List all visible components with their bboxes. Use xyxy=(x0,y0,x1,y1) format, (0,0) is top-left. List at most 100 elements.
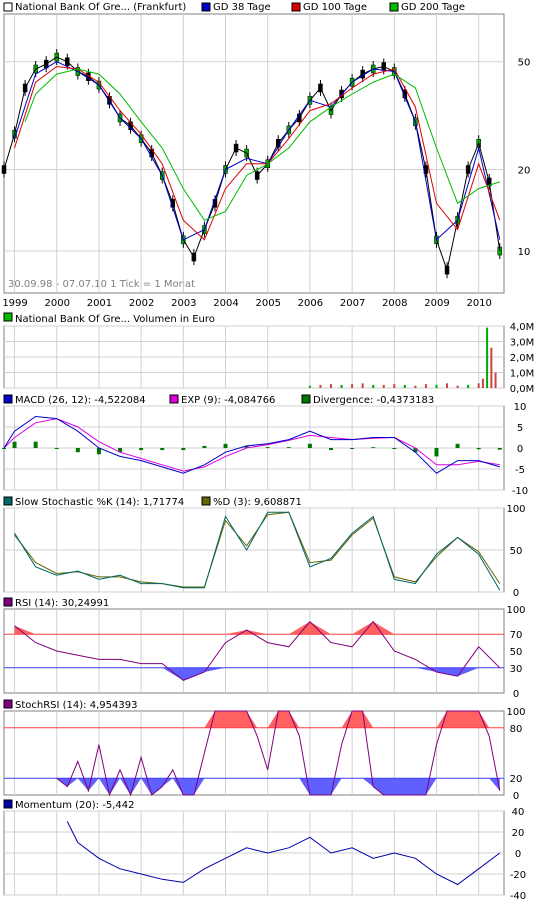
x-axis-label: 2002 xyxy=(129,298,154,309)
divergence-bar xyxy=(54,448,59,449)
info-text: 30.09.98 - 07.07.10 1 Tick = 1 Monat xyxy=(8,279,195,290)
volume-bar xyxy=(490,347,493,388)
rsi-plot: 100 70 50 30 0 xyxy=(4,605,526,700)
slow-k-legend-label: Slow Stochastic %K (14): 1,71774 xyxy=(15,497,184,508)
stochrsi-overbought-fill xyxy=(56,711,500,728)
momentum-plot: 40 20 0 -20 -40 xyxy=(4,807,526,900)
volume-bar xyxy=(308,385,311,388)
rsi-panel xyxy=(3,608,505,694)
volume-ytick-label: 2,0M xyxy=(510,353,535,364)
divergence-bar xyxy=(350,448,355,449)
exp-legend-label: EXP (9): -4,084766 xyxy=(181,395,275,406)
momentum-ytick-label: -40 xyxy=(510,891,526,900)
x-axis-label: 2000 xyxy=(45,298,70,309)
macd-ytick-label: 10 xyxy=(514,402,527,413)
rsi-ytick-label: 70 xyxy=(510,630,523,641)
volume-bar xyxy=(372,384,375,388)
stochrsi-plot: 100 80 20 0 xyxy=(4,707,526,802)
volume-bar xyxy=(435,384,438,388)
stoch-ytick-label: 50 xyxy=(510,546,523,557)
price-ytick-label: 10 xyxy=(518,247,531,258)
volume-ytick-label: 1,0M xyxy=(510,369,535,380)
stochrsi-legend-label: StochRSI (14): 4,954393 xyxy=(15,700,137,711)
stoch-plot: 100 50 0 xyxy=(4,504,526,599)
divergence-bar xyxy=(33,441,38,448)
volume-bar xyxy=(393,384,396,388)
price-ytick-label: 20 xyxy=(518,165,531,176)
stochrsi-ytick-label: 80 xyxy=(510,724,523,735)
macd-ytick-label: 5 xyxy=(517,423,523,434)
x-axis-label: 2005 xyxy=(255,298,280,309)
volume-bar xyxy=(330,384,333,388)
volume-bar xyxy=(424,384,427,388)
stoch-ytick-label: 100 xyxy=(506,504,525,515)
rsi-overbought-fill xyxy=(14,621,500,635)
volume-bar xyxy=(351,384,354,388)
macd-legend-label: MACD (26, 12): -4,522084 xyxy=(15,395,146,406)
momentum-ytick-label: 0 xyxy=(515,849,521,860)
main-legend: National Bank Of Gre... (Frankfurt) GD 3… xyxy=(3,2,465,13)
x-axis-label: 2009 xyxy=(424,298,449,309)
exp-swatch xyxy=(169,394,179,404)
volume-bar xyxy=(477,383,480,388)
divergence-bar xyxy=(307,443,312,448)
slow-d-legend-label: %D (3): 9,608871 xyxy=(213,497,302,508)
divergence-bar xyxy=(476,448,481,450)
volume-legend-swatch xyxy=(3,312,13,322)
stochrsi-ytick-label: 100 xyxy=(506,707,525,718)
legend-swatch-price xyxy=(3,2,13,12)
volume-bar xyxy=(361,383,364,388)
x-axis-label: 2010 xyxy=(466,298,491,309)
divergence-bar xyxy=(434,448,439,457)
volume-bar xyxy=(494,372,497,388)
volume-bar xyxy=(446,383,449,388)
stochrsi-line xyxy=(56,710,501,797)
macd-ytick-label: -5 xyxy=(515,465,525,476)
divergence-bar xyxy=(392,448,397,449)
x-axis-labels: 1999 2000 2001 2002 2003 2004 2005 2006 2007 2008… xyxy=(2,298,492,309)
x-axis-label: 2006 xyxy=(298,298,323,309)
volume-bar xyxy=(467,384,470,388)
divergence-bar xyxy=(2,448,6,449)
divergence-bar xyxy=(96,448,101,455)
momentum-ytick-label: 20 xyxy=(512,828,525,839)
divergence-bar xyxy=(139,448,144,451)
volume-bar xyxy=(456,385,459,388)
legend-label-gd200: GD 200 Tage xyxy=(401,2,465,13)
legend-swatch-gd38 xyxy=(201,2,211,12)
volume-plot: 0,0M 1,0M 2,0M 3,0M 4,0M xyxy=(4,322,534,395)
divergence-bar xyxy=(497,448,502,450)
rsi-ytick-label: 50 xyxy=(510,647,523,658)
rsi-ytick-label: 100 xyxy=(506,605,525,616)
divergence-bar xyxy=(160,448,165,451)
volume-ytick-label: 3,0M xyxy=(510,338,535,349)
x-axis-label: 2007 xyxy=(340,298,365,309)
volume-bar xyxy=(340,384,343,388)
stochrsi-ytick-label: 0 xyxy=(513,791,519,802)
volume-title: National Bank Of Gre... Volumen in Euro xyxy=(15,314,215,325)
divergence-bar xyxy=(413,448,418,453)
momentum-line xyxy=(66,821,501,886)
x-axis-label: 2008 xyxy=(382,298,407,309)
macd-swatch xyxy=(3,394,13,404)
macd-plot: 10 5 0 -5 -10 xyxy=(2,402,528,497)
legend-label-price: National Bank Of Gre... (Frankfurt) xyxy=(15,2,186,13)
volume-bar xyxy=(382,384,385,388)
slow-k-line xyxy=(14,511,501,591)
rsi-line xyxy=(14,620,501,681)
divergence-bar xyxy=(244,445,249,448)
rsi-ytick-label: 0 xyxy=(513,689,519,700)
x-axis-label: 1999 xyxy=(2,298,27,309)
gd38-line xyxy=(14,61,501,241)
divergence-legend-label: Divergence: -0,4373183 xyxy=(313,395,434,406)
candle-body xyxy=(497,246,503,256)
divergence-bar xyxy=(223,443,228,448)
divergence-bar xyxy=(75,448,80,453)
stochrsi-ytick-label: 20 xyxy=(510,774,523,785)
divergence-bar xyxy=(265,447,270,448)
macd-line xyxy=(3,415,500,474)
volume-bar xyxy=(414,385,417,388)
macd-ytick-label: -10 xyxy=(512,486,528,497)
exp-line xyxy=(3,418,500,472)
